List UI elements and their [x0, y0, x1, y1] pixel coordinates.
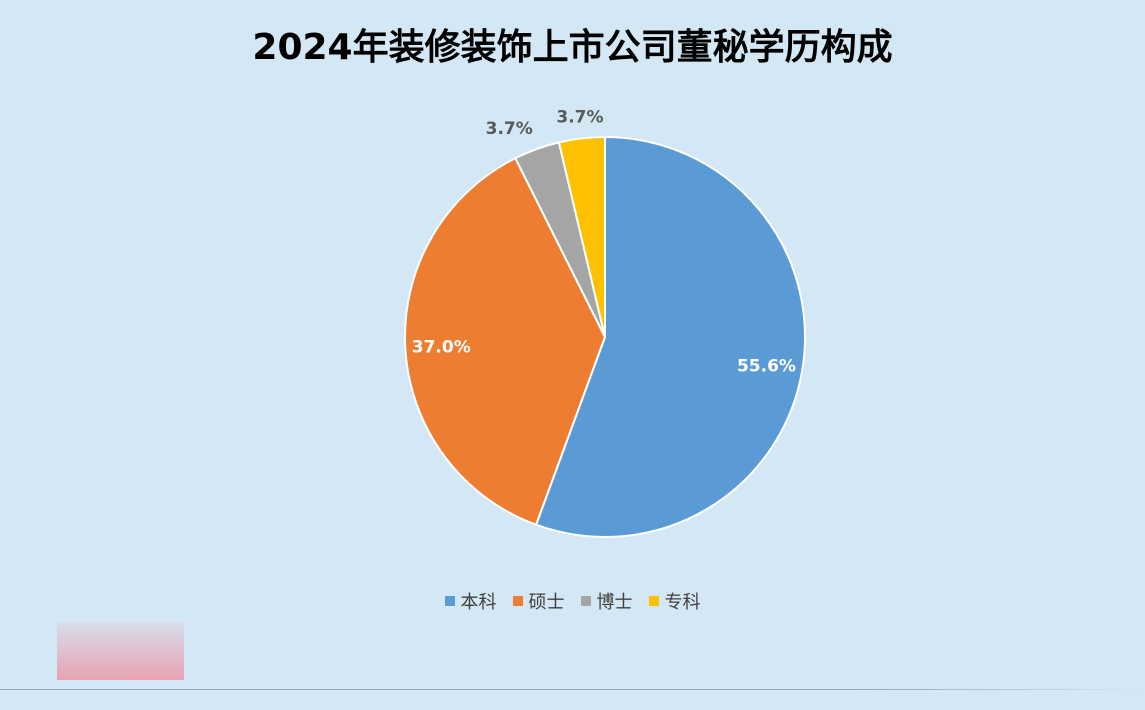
legend-label: 硕士 — [528, 592, 565, 613]
legend-label: 专科 — [664, 592, 701, 613]
legend-swatch — [648, 596, 659, 606]
legend: 本科 硕士 博士 专科 — [0, 588, 1145, 614]
legend-item-benke: 本科 — [444, 588, 497, 614]
slice-zhuanke — [557, 135, 606, 338]
legend-label: 本科 — [460, 592, 497, 613]
bottom-divider — [0, 689, 1145, 690]
slice-benke — [534, 135, 806, 538]
label-shuoshi: 37.0% — [412, 337, 471, 357]
legend-item-shuoshi: 硕士 — [512, 588, 565, 614]
label-boshi: 3.7% — [486, 119, 533, 139]
legend-label: 博士 — [596, 592, 633, 613]
label-zhuanke: 3.7% — [556, 107, 603, 127]
decorative-gradient-block — [57, 622, 184, 680]
legend-swatch — [580, 596, 591, 606]
chart-title: 2024年装修装饰上市公司董秘学历构成 — [252, 27, 893, 68]
legend-item-zhuanke: 专科 — [648, 588, 701, 614]
legend-item-boshi: 博士 — [580, 588, 633, 614]
label-benke: 55.6% — [737, 357, 796, 377]
slice-shuoshi — [404, 156, 607, 527]
legend-swatch — [444, 596, 455, 606]
legend-swatch — [512, 596, 523, 606]
